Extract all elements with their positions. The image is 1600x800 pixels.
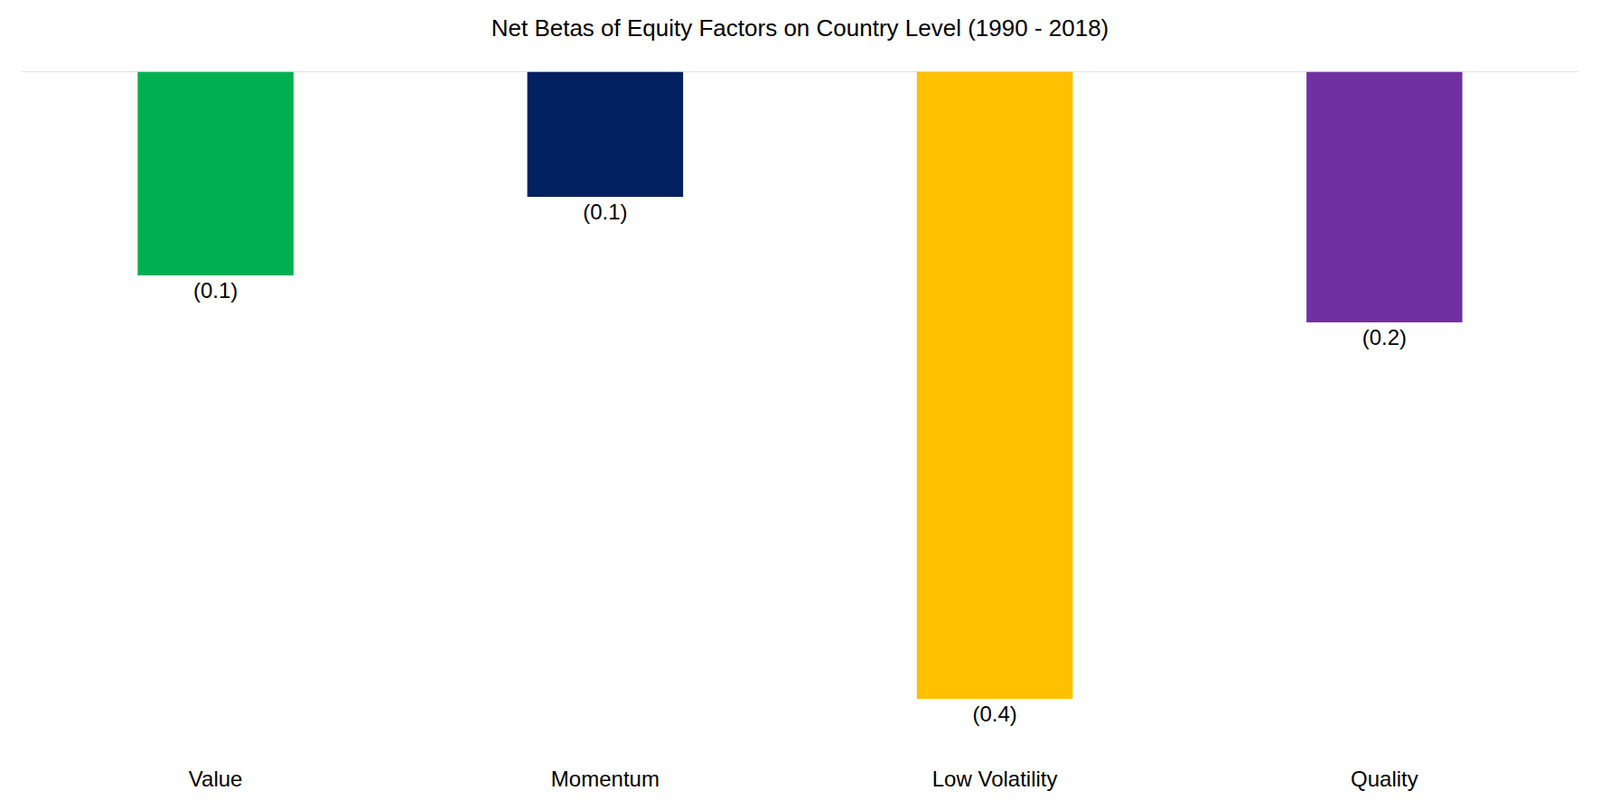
svg-text:Low Volatility: Low Volatility [932,767,1058,792]
svg-text:(0.2): (0.2) [1362,325,1407,350]
svg-text:Quality: Quality [1350,767,1419,792]
svg-text:(0.4): (0.4) [972,701,1017,727]
svg-text:Value: Value [188,767,244,792]
svg-text:(0.1): (0.1) [193,278,238,303]
svg-text:Net Betas of Equity Factors on: Net Betas of Equity Factors on Country L… [491,14,1110,42]
svg-text:Momentum: Momentum [551,767,660,792]
svg-text:(0.1): (0.1) [582,199,627,225]
